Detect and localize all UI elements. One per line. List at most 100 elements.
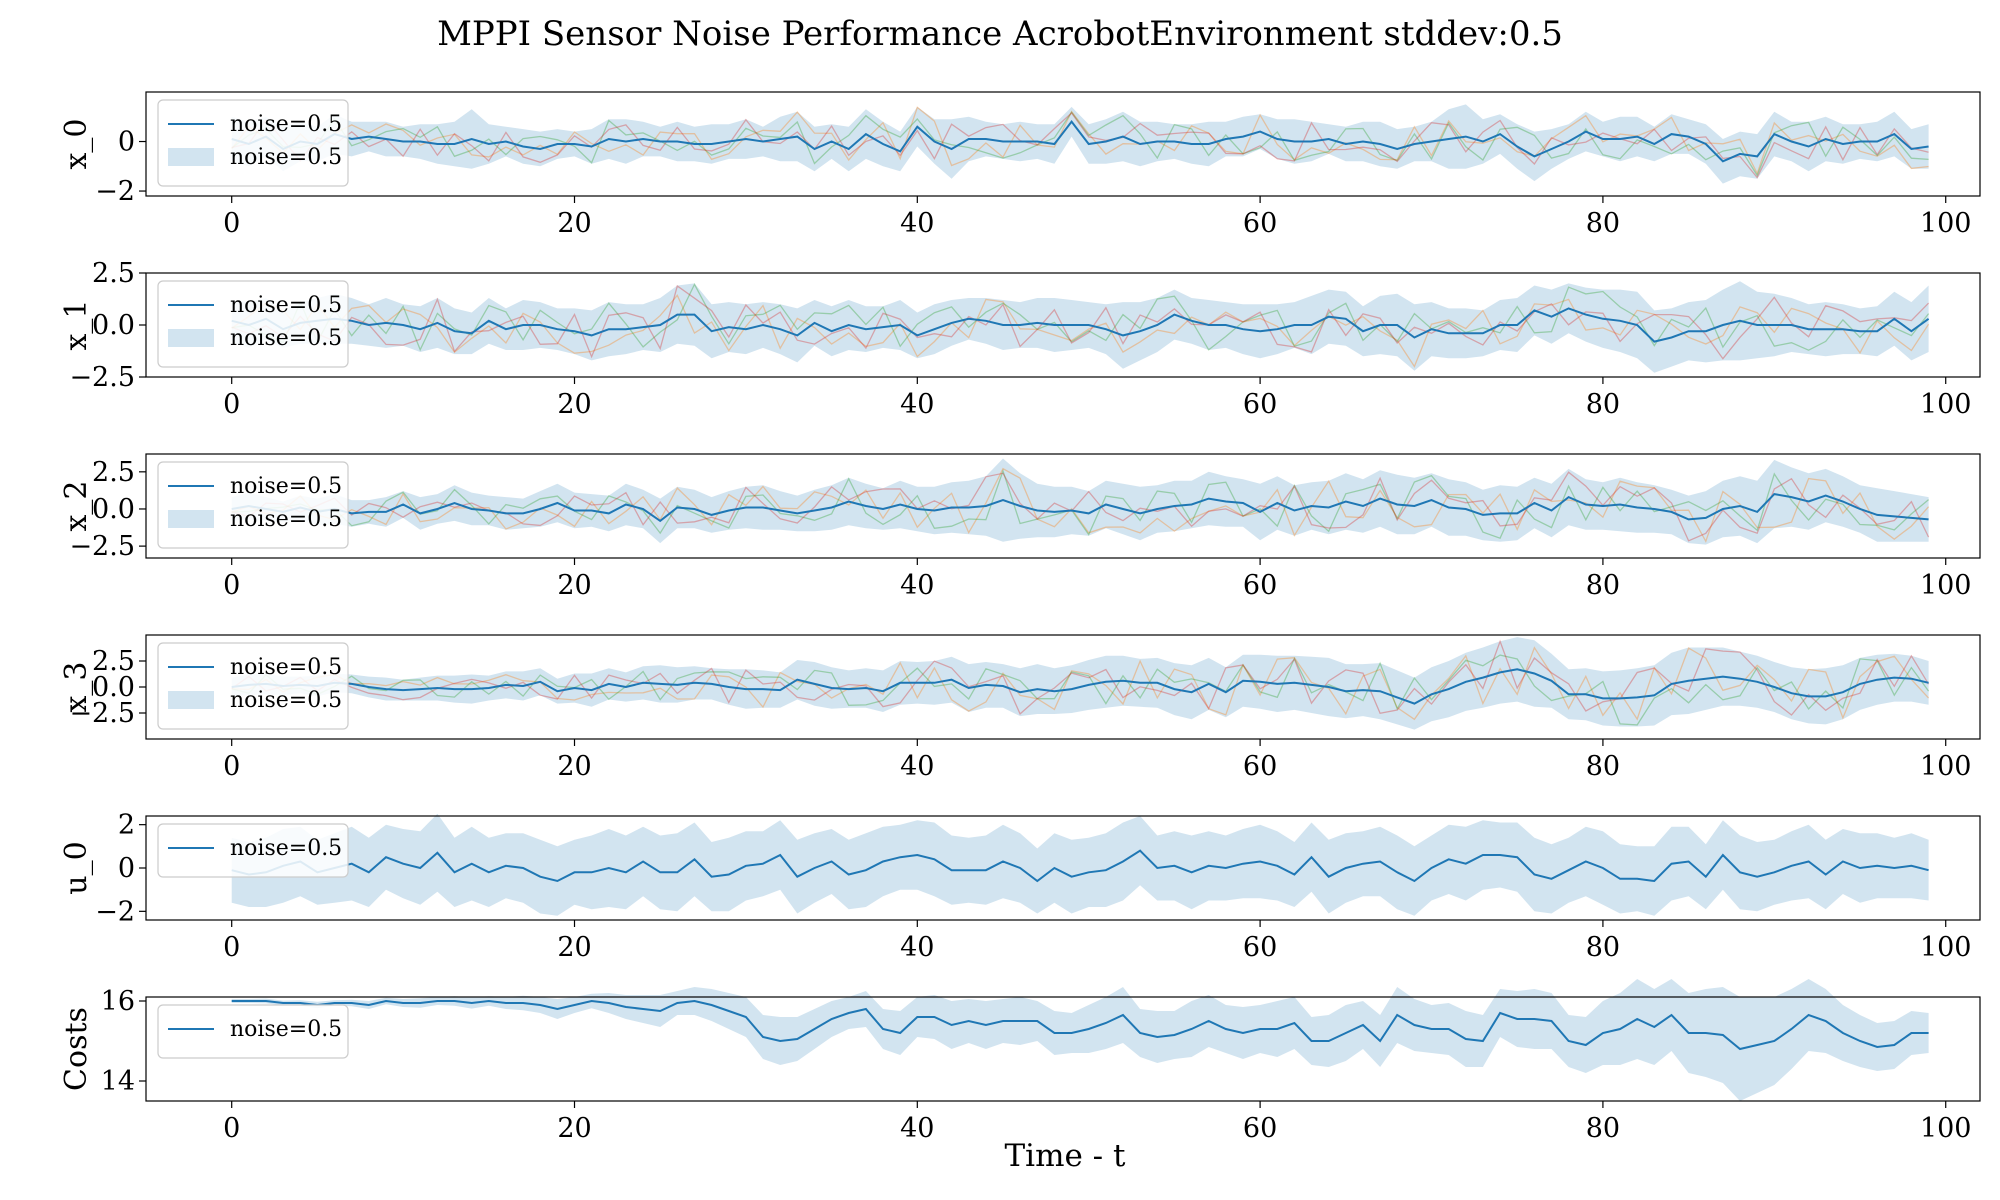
legend-entry-label: noise=0.5 xyxy=(230,1017,342,1042)
legend-box xyxy=(157,280,349,368)
legend-entry-label: noise=0.5 xyxy=(230,655,342,680)
rollout-trace xyxy=(231,294,1930,368)
legend-entry-label: noise=0.5 xyxy=(230,293,342,318)
y-tick-label: 0 xyxy=(118,853,135,884)
std-band xyxy=(231,813,1929,916)
x-tick-label: 100 xyxy=(1920,570,1972,601)
x-tick-label: 40 xyxy=(900,932,934,963)
x-tick-label: 0 xyxy=(223,932,240,963)
y-tick-label: −2.5 xyxy=(69,362,135,393)
x-axis-label: Time - t xyxy=(1004,1138,1126,1174)
x-tick-label: 0 xyxy=(223,208,240,239)
y-tick-label: 0.0 xyxy=(92,672,135,703)
figure-title: MPPI Sensor Noise Performance AcrobotEnv… xyxy=(437,14,1563,54)
legend-band-swatch xyxy=(168,329,214,347)
y-tick-label: 0 xyxy=(118,127,135,158)
std-band xyxy=(231,637,1929,730)
x-tick-label: 40 xyxy=(900,1113,934,1144)
x-tick-label: 80 xyxy=(1586,1113,1620,1144)
legend: noise=0.5 noise=0.5 xyxy=(157,280,349,368)
x-tick-label: 60 xyxy=(1243,570,1277,601)
axes-frame xyxy=(145,91,1981,197)
x-tick-label: 100 xyxy=(1920,932,1972,963)
x-tick-label: 60 xyxy=(1243,932,1277,963)
x-tick-label: 40 xyxy=(900,570,934,601)
legend-entry-label: noise=0.5 xyxy=(230,836,342,861)
legend: noise=0.5 xyxy=(157,1004,349,1059)
rollout-trace xyxy=(231,106,1929,176)
legend-entry-label: noise=0.5 xyxy=(230,507,342,532)
x-tick-label: 0 xyxy=(223,389,240,420)
x-tick-label: 100 xyxy=(1920,1113,1972,1144)
mean-line xyxy=(231,849,1929,883)
x-tick-label: 0 xyxy=(223,751,240,782)
legend-entry-label: noise=0.5 xyxy=(230,474,342,499)
x-tick-label: 80 xyxy=(1586,208,1620,239)
legend-box xyxy=(157,1004,349,1059)
x-tick-label: 100 xyxy=(1920,389,1972,420)
axes-frame xyxy=(145,996,1981,1102)
mean-line xyxy=(231,668,1929,705)
mean-line xyxy=(231,307,1930,343)
x-tick-label: 60 xyxy=(1243,751,1277,782)
y-tick-label: −2 xyxy=(95,896,135,927)
y-tick-label: 16 xyxy=(101,986,135,1017)
y-tick-label: 2.5 xyxy=(92,258,135,289)
x-tick-label: 20 xyxy=(557,932,591,963)
y-tick-label: 2.5 xyxy=(92,646,135,677)
rollout-trace xyxy=(231,646,1930,721)
y-tick-label: 0.0 xyxy=(92,310,135,341)
mean-line xyxy=(231,999,1929,1051)
x-tick-label: 60 xyxy=(1243,1113,1277,1144)
legend-box xyxy=(157,99,349,187)
y-tick-label: −2.5 xyxy=(69,531,135,562)
y-axis-label: Costs xyxy=(59,1007,94,1091)
legend-band-swatch xyxy=(168,691,214,709)
legend-entry-label: noise=0.5 xyxy=(230,688,342,713)
y-axis-label: x_2 xyxy=(59,480,94,531)
y-tick-label: −2 xyxy=(95,176,135,207)
legend-entry-label: noise=0.5 xyxy=(230,145,342,170)
legend-band-swatch xyxy=(168,148,214,166)
x-tick-label: 80 xyxy=(1586,570,1620,601)
x-tick-label: 0 xyxy=(223,570,240,601)
rollout-trace xyxy=(231,282,1930,352)
y-tick-label: −2.5 xyxy=(69,698,135,729)
x-tick-label: 20 xyxy=(557,389,591,420)
legend: noise=0.5 xyxy=(157,823,349,878)
x-tick-label: 0 xyxy=(223,1113,240,1144)
legend-entry-label: noise=0.5 xyxy=(230,112,342,137)
y-tick-label: 2.5 xyxy=(92,457,135,488)
rollout-trace xyxy=(231,284,1930,360)
legend: noise=0.5 noise=0.5 xyxy=(157,642,349,730)
std-band xyxy=(231,458,1929,545)
subplot-1: 0 20 40 60 80 100 0 −2x_0 noise=0.5 noise=0.5 xyxy=(59,91,1981,239)
y-axis-label: x_0 xyxy=(59,118,94,169)
y-axis-label: x_1 xyxy=(59,299,94,350)
y-tick-label: 2 xyxy=(118,810,135,841)
legend-entry-label: noise=0.5 xyxy=(230,326,342,351)
mean-line xyxy=(231,120,1929,163)
rollout-trace xyxy=(231,467,1930,543)
x-tick-label: 60 xyxy=(1243,389,1277,420)
mean-line xyxy=(231,493,1929,523)
y-axis-label: u_0 xyxy=(59,841,94,894)
rollout-trace xyxy=(231,468,1930,540)
x-tick-label: 60 xyxy=(1243,208,1277,239)
y-axis-label: x_3 xyxy=(59,661,94,712)
legend: noise=0.5 noise=0.5 xyxy=(157,99,349,187)
y-tick-label: 14 xyxy=(101,1066,135,1097)
x-tick-label: 80 xyxy=(1586,932,1620,963)
x-tick-label: 20 xyxy=(557,1113,591,1144)
axes-frame xyxy=(145,453,1981,559)
legend: noise=0.5 noise=0.5 xyxy=(157,461,349,549)
x-tick-label: 20 xyxy=(557,570,591,601)
std-band xyxy=(231,104,1929,184)
y-tick-label: 0.0 xyxy=(92,494,135,525)
legend-band-swatch xyxy=(168,510,214,528)
